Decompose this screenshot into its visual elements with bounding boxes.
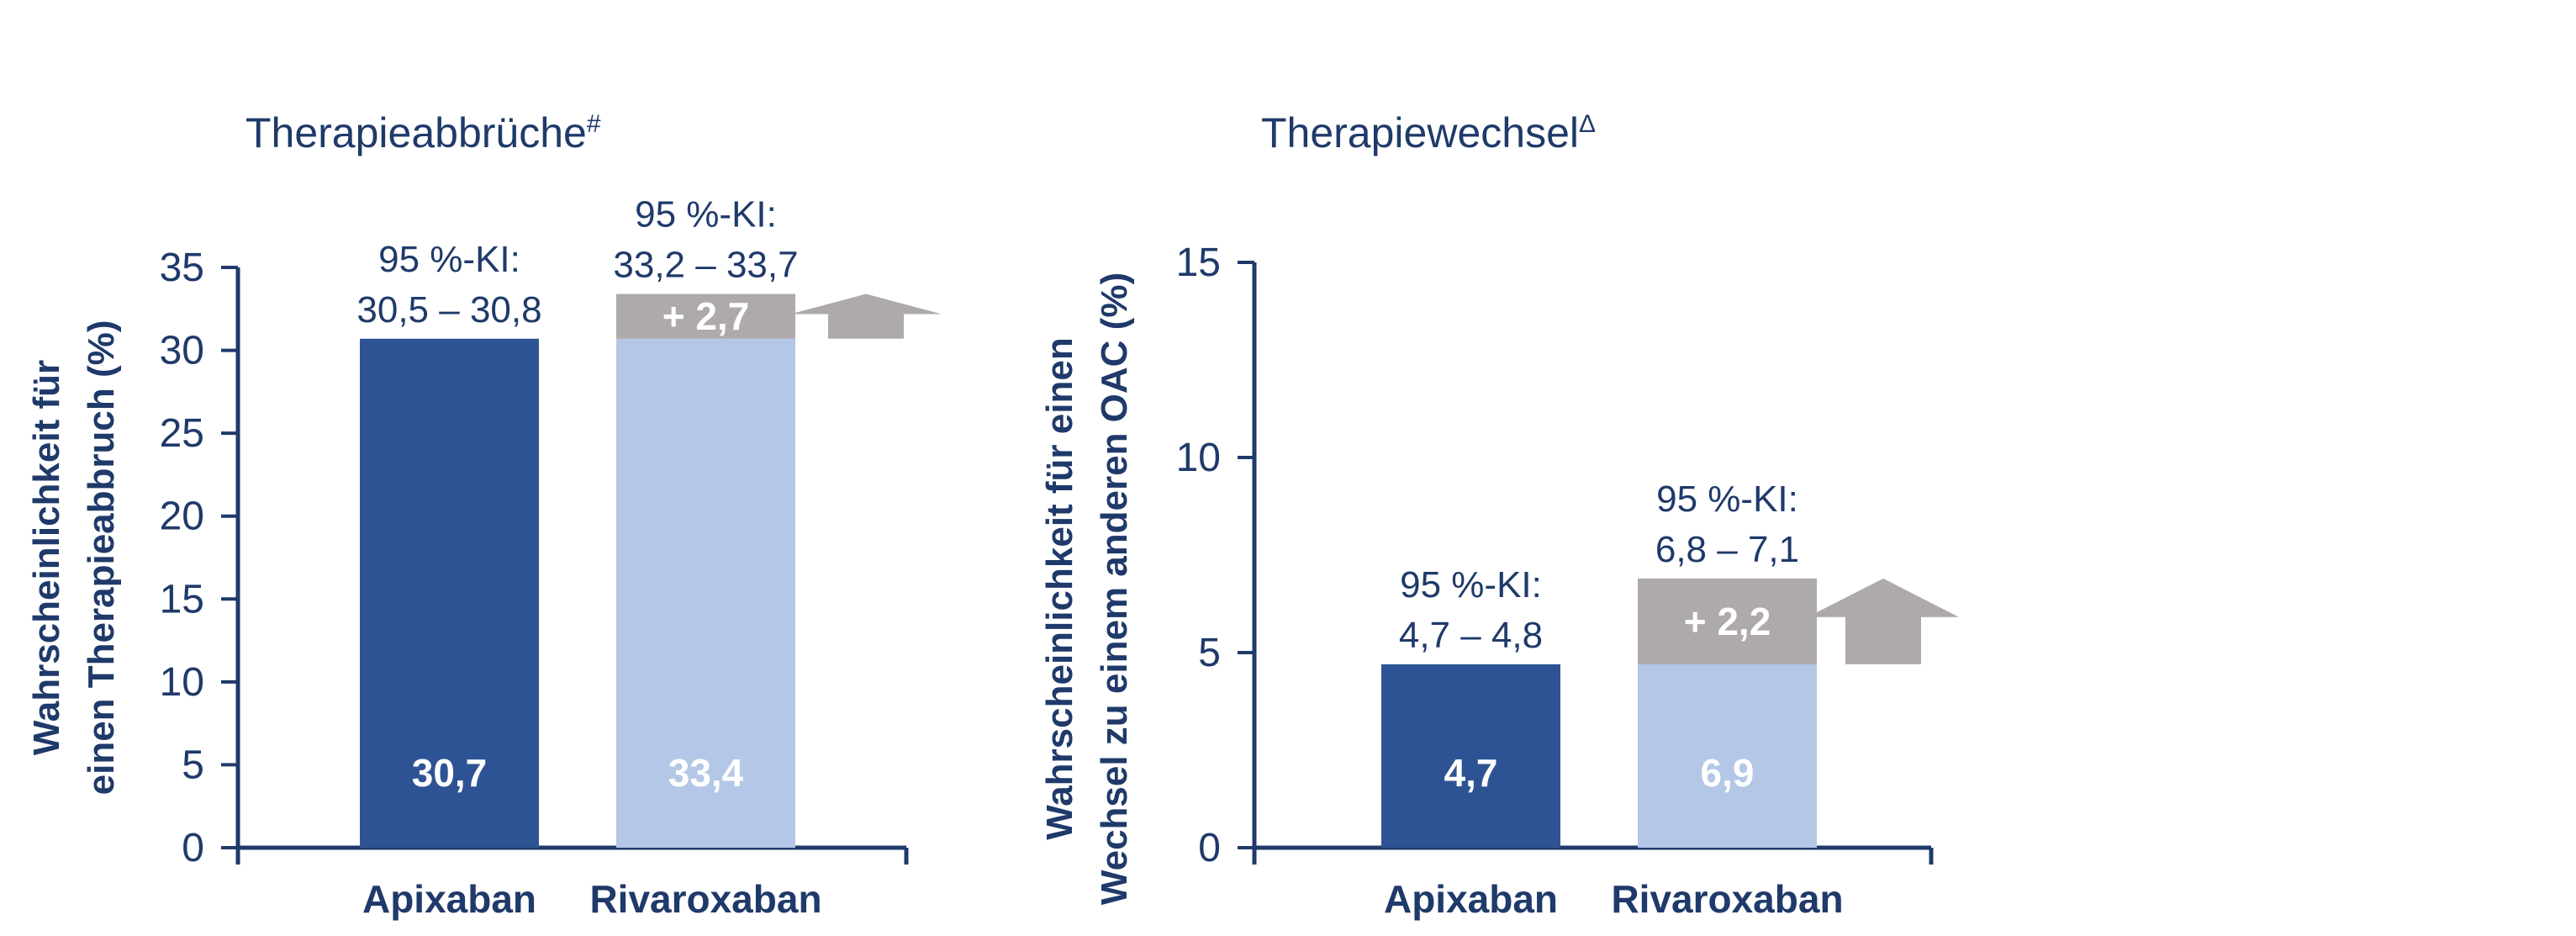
ci-value-label: 30,5 – 30,8 [356,289,541,331]
bar-rivaroxaban [616,338,795,848]
y-tick-label: 25 [160,411,204,456]
y-axis-label-line: Wechsel zu einem anderen OAC (%) [1094,272,1135,905]
y-axis-label-line: Wahrscheinlichkeit für einen [1039,337,1080,839]
y-tick-label: 10 [160,660,204,705]
y-tick-label: 0 [182,826,204,870]
chart-title-superscript: Δ [1579,110,1596,138]
difference-label: + 2,7 [662,294,750,338]
ci-header-label: 95 %-KI: [1656,479,1798,520]
y-tick-label: 10 [1176,436,1221,480]
chart-title-text: Therapieabbrüche [245,109,587,156]
chart-title: Therapieabbrüche# [245,109,601,156]
x-category-label: Apixaban [1384,877,1558,921]
ci-value-label: 6,8 – 7,1 [1655,529,1799,570]
increase-arrow-icon [790,293,942,339]
bar-rivaroxaban [1638,664,1817,848]
x-category-label: Apixaban [362,877,536,921]
y-tick-label: 35 [160,246,204,290]
increase-arrow-icon [1808,578,1959,664]
bar-apixaban [1381,664,1560,848]
ci-header-label: 95 %-KI: [1400,564,1542,605]
y-tick-label: 0 [1198,826,1221,870]
difference-label: + 2,2 [1684,600,1771,643]
chart-title: TherapiewechselΔ [1261,109,1596,156]
bar-rivaroxaban-difference [1638,578,1817,664]
chart-title-text: Therapiewechsel [1261,109,1579,156]
bar-value-label: 4,7 [1444,751,1498,795]
ci-header-label: 95 %-KI: [635,194,777,235]
bar-value-label: 30,7 [412,751,488,795]
ci-header-label: 95 %-KI: [378,239,520,280]
y-axis-label-line: Wahrscheinlichkeit für [26,360,67,755]
x-category-label: Rivaroxaban [589,877,821,921]
bar-apixaban [360,338,539,848]
y-axis-label-line: einen Therapieabbruch (%) [81,320,122,796]
y-tick-label: 5 [182,743,204,787]
chart-title-superscript: # [587,110,601,138]
bar-value-label: 33,4 [668,751,744,795]
y-tick-label: 15 [160,577,204,621]
y-tick-label: 15 [1176,241,1221,285]
ci-value-label: 4,7 – 4,8 [1399,615,1543,656]
ci-value-label: 33,2 – 33,7 [613,245,798,286]
chart-discontinuation: Therapieabbrüche# Wahrscheinlichkeit für e… [26,109,942,921]
y-tick-label: 5 [1198,631,1221,675]
bar-rivaroxaban-difference [616,293,795,339]
x-category-label: Rivaroxaban [1611,877,1843,921]
y-tick-label: 30 [160,329,204,373]
bar-value-label: 6,9 [1701,751,1755,795]
y-tick-label: 20 [160,494,204,539]
chart-switching: TherapiewechselΔ Wahrscheinlichkeit für e… [1039,109,1959,921]
